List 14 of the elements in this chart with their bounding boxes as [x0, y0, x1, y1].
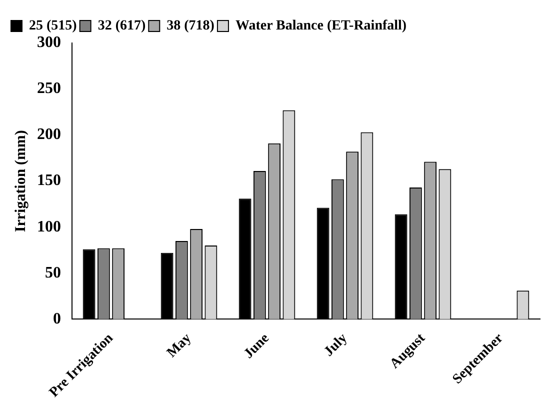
y-tick-label: 150	[37, 172, 61, 190]
y-tick-label: 0	[53, 310, 61, 328]
legend-label: 32 (617)	[98, 18, 146, 34]
legend-label: 25 (515)	[29, 18, 78, 34]
y-tick-label: 50	[45, 264, 61, 282]
x-tick-label: June	[241, 330, 272, 362]
x-tick-label: July	[322, 330, 350, 360]
y-tick-label: 200	[37, 126, 61, 144]
y-tick-label: 250	[37, 80, 61, 98]
y-axis-title: Irrigation (mm)	[12, 130, 29, 232]
legend-label: 38 (718)	[166, 18, 215, 34]
legend-label: Water Balance (ET-Rainfall)	[235, 18, 407, 34]
y-tick-label: 100	[37, 218, 61, 236]
y-tick-label: 300	[37, 34, 61, 52]
